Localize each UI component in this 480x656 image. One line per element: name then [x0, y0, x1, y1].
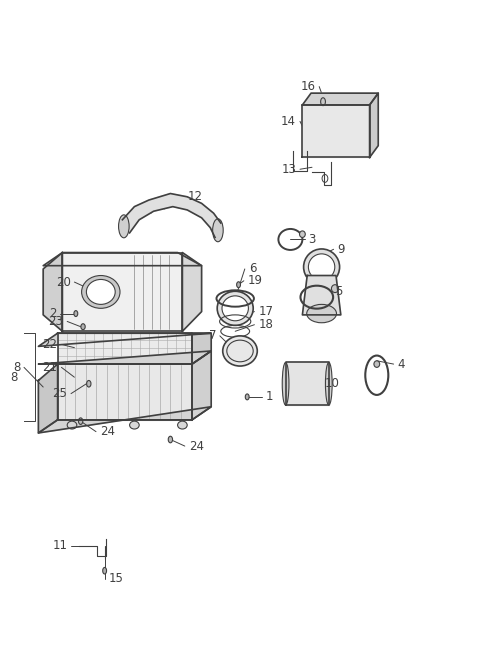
Polygon shape — [122, 194, 221, 237]
Ellipse shape — [81, 323, 85, 329]
Ellipse shape — [304, 249, 340, 285]
Polygon shape — [38, 407, 211, 433]
Polygon shape — [192, 333, 211, 364]
Ellipse shape — [168, 436, 172, 443]
Polygon shape — [43, 253, 62, 331]
Polygon shape — [38, 351, 211, 364]
Ellipse shape — [223, 336, 257, 366]
Polygon shape — [192, 351, 211, 420]
Ellipse shape — [178, 421, 187, 429]
Text: 25: 25 — [52, 387, 67, 400]
Ellipse shape — [103, 567, 107, 574]
Polygon shape — [302, 276, 341, 315]
Ellipse shape — [74, 310, 78, 316]
Text: 1: 1 — [265, 390, 273, 403]
Ellipse shape — [321, 98, 325, 106]
Text: 15: 15 — [108, 572, 123, 585]
Text: 6: 6 — [249, 262, 256, 276]
Text: 8: 8 — [11, 371, 18, 384]
Ellipse shape — [119, 215, 129, 238]
Polygon shape — [43, 253, 202, 266]
Ellipse shape — [325, 362, 332, 405]
Text: 14: 14 — [281, 115, 296, 128]
Text: 20: 20 — [56, 276, 71, 289]
Ellipse shape — [86, 279, 115, 304]
Ellipse shape — [86, 380, 91, 387]
Ellipse shape — [67, 421, 77, 429]
Ellipse shape — [213, 218, 223, 241]
Text: 10: 10 — [324, 377, 339, 390]
Polygon shape — [58, 364, 192, 420]
Polygon shape — [38, 333, 211, 346]
Polygon shape — [302, 93, 378, 105]
Text: 21: 21 — [43, 361, 58, 374]
Ellipse shape — [82, 276, 120, 308]
Text: 19: 19 — [248, 274, 263, 287]
Polygon shape — [182, 253, 202, 331]
Text: 22: 22 — [43, 338, 58, 351]
Ellipse shape — [282, 362, 289, 405]
Text: 7: 7 — [208, 329, 216, 342]
Text: 24: 24 — [100, 425, 115, 438]
Ellipse shape — [309, 254, 335, 280]
Polygon shape — [302, 105, 370, 157]
Ellipse shape — [237, 281, 240, 287]
Ellipse shape — [217, 291, 253, 325]
Polygon shape — [38, 364, 58, 433]
Ellipse shape — [307, 304, 336, 323]
Text: 24: 24 — [189, 440, 204, 453]
Polygon shape — [62, 253, 182, 331]
Ellipse shape — [79, 418, 83, 424]
Polygon shape — [370, 93, 378, 157]
Text: 13: 13 — [281, 163, 296, 176]
Polygon shape — [58, 333, 192, 364]
Ellipse shape — [130, 421, 139, 429]
Text: 18: 18 — [258, 318, 273, 331]
Text: 3: 3 — [309, 233, 316, 246]
Text: 4: 4 — [397, 358, 405, 371]
Text: 23: 23 — [48, 315, 63, 328]
Text: 17: 17 — [258, 305, 273, 318]
Text: 11: 11 — [52, 539, 67, 552]
Text: 12: 12 — [187, 190, 202, 203]
Text: 2: 2 — [48, 307, 56, 320]
Ellipse shape — [245, 394, 249, 400]
Ellipse shape — [374, 361, 380, 367]
Polygon shape — [286, 362, 329, 405]
Text: 8: 8 — [13, 361, 20, 374]
Ellipse shape — [222, 296, 249, 321]
Ellipse shape — [331, 285, 339, 293]
Text: 16: 16 — [300, 80, 315, 93]
Ellipse shape — [300, 231, 305, 237]
Text: 5: 5 — [335, 285, 342, 298]
Text: 9: 9 — [337, 243, 345, 256]
